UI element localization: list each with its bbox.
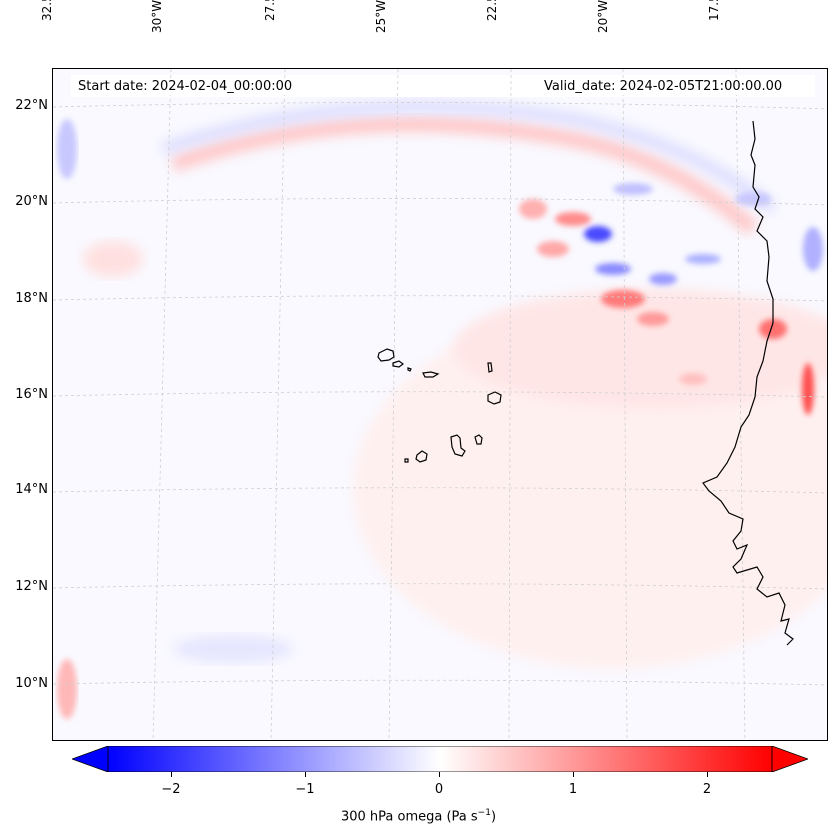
lat-label-18n: 18°N [15, 291, 48, 306]
lon-label-17-5w: 17.5°W [707, 0, 737, 66]
cb-tickmark-neg1 [305, 772, 306, 777]
start-date-text: Start date: 2024-02-04_00:00:00 [72, 78, 299, 95]
colorbar-min-extend [72, 746, 109, 772]
cape-verde-islands [377, 348, 502, 463]
colorbar-label: 300 hPa omega (Pa s−1) [340, 808, 497, 825]
lon-label-30w: 30°W [150, 0, 164, 33]
field-wave-train [519, 183, 823, 415]
field-arc-negative [161, 100, 777, 214]
lon-label-20w: 20°W [596, 0, 610, 33]
island-fogo [415, 450, 428, 463]
field-left-positive [57, 659, 77, 719]
cb-tickmark-neg2 [171, 772, 172, 777]
cb-tick-neg2: −2 [161, 782, 181, 797]
colorbar-max-extend [771, 746, 808, 772]
island-sao-vicente [392, 360, 404, 368]
lat-label-20n: 20°N [15, 194, 48, 209]
field-positive-band [453, 289, 827, 409]
island-boa-vista [487, 391, 502, 405]
omega-field-map [53, 69, 827, 740]
lon-label-32-5w: 32.5°W [40, 0, 70, 66]
island-santo-antao [377, 348, 395, 362]
island-sao-nicolau [422, 371, 440, 378]
lon-label-25w: 25°W [374, 0, 388, 33]
island-santiago [450, 434, 466, 457]
cb-tick-2: 2 [702, 782, 712, 797]
lat-label-12n: 12°N [15, 579, 48, 594]
lon-label-22-5w: 22.5°W [485, 0, 515, 66]
lat-label-14n: 14°N [15, 482, 48, 497]
lon-label-27-5w: 27.5°W [263, 0, 293, 66]
lat-label-16n: 16°N [15, 387, 48, 402]
island-brava [404, 458, 409, 463]
lat-label-10n: 10°N [15, 676, 48, 691]
field-left-pink [83, 241, 143, 277]
island-santa-luzia [407, 367, 412, 372]
cb-tick-0: 0 [434, 782, 444, 797]
cb-tick-neg1: −1 [295, 782, 315, 797]
island-sal [487, 362, 493, 373]
valid-date-text: Valid_date: 2024-02-05T21:00:00.00 [538, 78, 789, 95]
field-arc-positive [170, 115, 759, 236]
field-left-negative [57, 119, 77, 179]
lat-label-22n: 22°N [15, 98, 48, 113]
african-coastline [702, 120, 794, 646]
field-lower-negative [173, 635, 293, 663]
map-panel[interactable] [52, 68, 828, 741]
colorbar-ramp [107, 746, 773, 772]
cb-tickmark-1 [573, 772, 574, 777]
island-maio [474, 434, 483, 445]
cb-tickmark-2 [707, 772, 708, 777]
cb-tick-1: 1 [568, 782, 578, 797]
graticule [53, 69, 827, 740]
colorbar [72, 746, 808, 772]
cb-tickmark-0 [439, 772, 440, 777]
